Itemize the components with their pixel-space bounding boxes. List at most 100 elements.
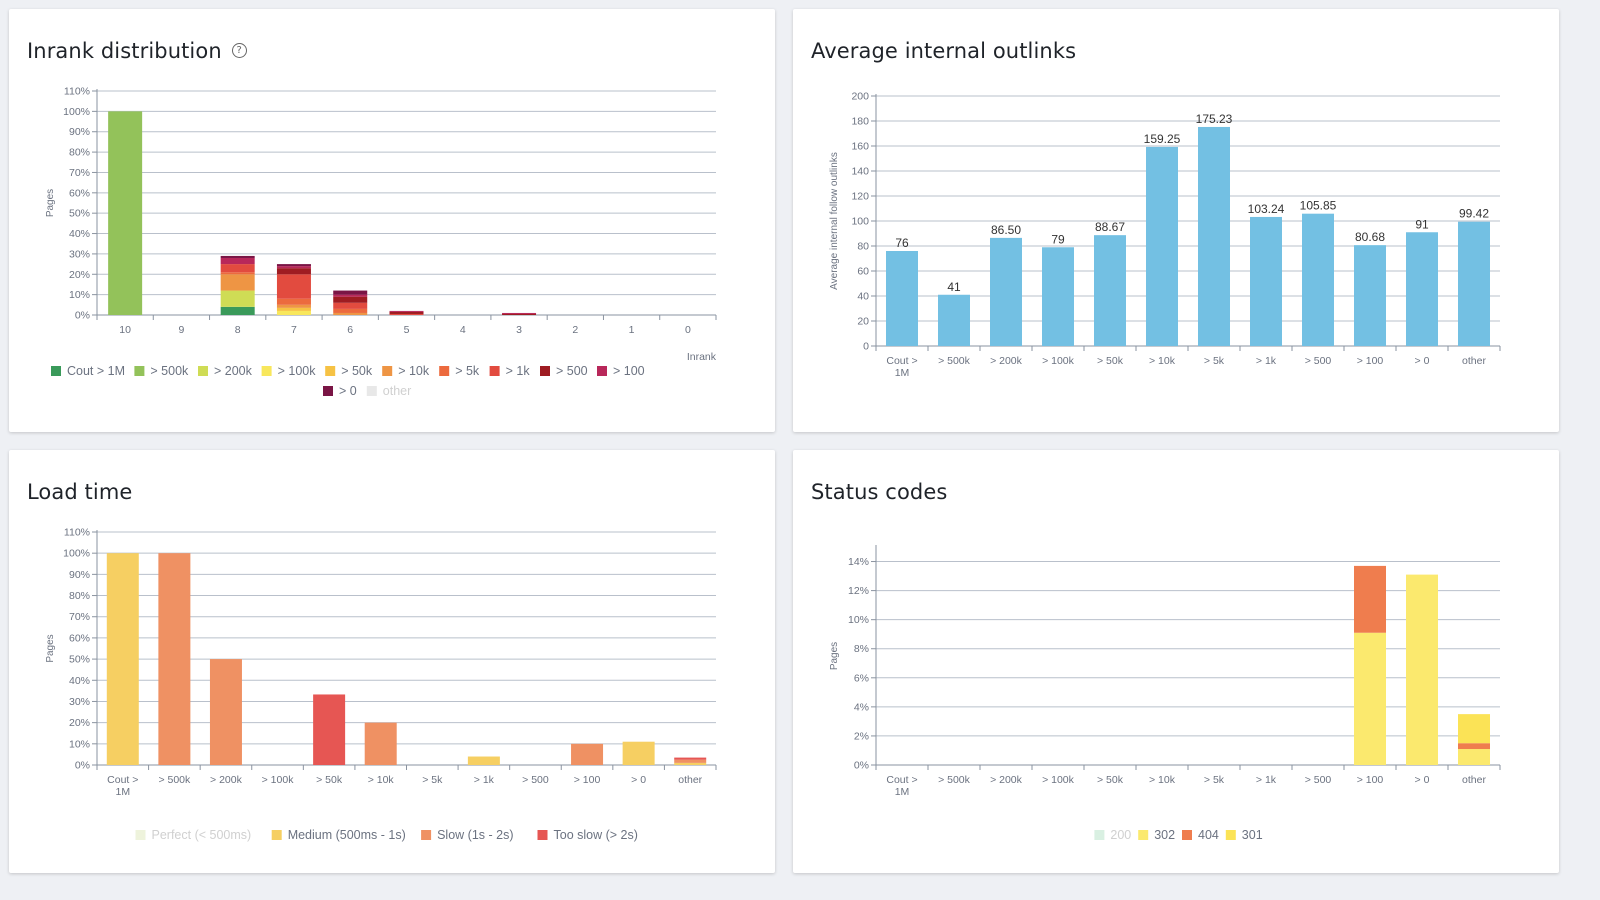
x-tick-label: 5 xyxy=(404,324,410,336)
legend-swatch xyxy=(382,366,393,376)
legend-label: > 500 xyxy=(556,364,588,378)
x-tick-label: > 0 xyxy=(1415,774,1430,786)
legend-label: > 0 xyxy=(339,384,357,398)
y-tick-label: 70% xyxy=(69,167,90,179)
y-tick-label: 100% xyxy=(63,106,90,118)
bar xyxy=(674,759,707,763)
bar xyxy=(571,743,604,765)
y-axis-label: Pages xyxy=(829,642,840,670)
data-label: 175.23 xyxy=(1196,112,1233,126)
legend-label: > 100 xyxy=(613,364,645,378)
y-tick-label: 14% xyxy=(848,556,869,568)
y-tick-label: 110% xyxy=(64,86,90,98)
bar xyxy=(502,313,537,315)
x-tick-label: 1 xyxy=(629,324,635,336)
data-label: 80.68 xyxy=(1355,230,1385,244)
legend-label: 302 xyxy=(1154,828,1175,842)
help-circle-icon[interactable]: ? xyxy=(231,42,247,58)
data-label: 41 xyxy=(947,280,961,294)
x-tick-label: 0 xyxy=(685,324,691,336)
bar xyxy=(467,756,500,765)
legend-swatch xyxy=(261,366,272,376)
bar xyxy=(158,553,191,765)
bar xyxy=(333,308,368,313)
y-tick-label: 140 xyxy=(851,166,869,178)
legend-swatch xyxy=(198,366,208,376)
x-tick-label: 1M xyxy=(895,367,910,379)
x-tick-label: > 200k xyxy=(210,774,243,786)
panel-average-internal-outlinks: Average internal outlinks 0 20 40 60 80 100 12… xyxy=(793,9,1559,432)
y-axis-label: Pages xyxy=(45,634,56,662)
bar xyxy=(1198,126,1230,347)
x-tick-label: Cout > xyxy=(886,774,917,786)
y-tick-label: 180 xyxy=(851,116,869,128)
loadtime-chart: 0% 10% 20% 30% 40% 50% 60% 70% 80% 90% 100% 110% Pag… xyxy=(45,527,717,842)
panel-load-time: Load time 0% 10% 20% 30% 40% 50% 60% 70% 80% 90% 1… xyxy=(9,450,775,873)
legend-label: > 100k xyxy=(278,364,317,378)
x-tick-label: 6 xyxy=(347,324,353,336)
y-tick-label: 100% xyxy=(63,548,90,560)
bar xyxy=(1458,749,1490,765)
x-tick-label: > 100 xyxy=(1357,774,1384,786)
bar xyxy=(333,312,368,315)
bar xyxy=(1094,235,1126,346)
x-tick-label: > 10k xyxy=(1149,774,1176,786)
y-tick-label: 60% xyxy=(69,187,90,199)
y-tick-label: 0% xyxy=(75,310,90,322)
x-tick-label: > 500 xyxy=(1305,774,1332,786)
bar xyxy=(1458,743,1490,750)
bar xyxy=(313,694,346,765)
bar xyxy=(276,274,311,299)
x-tick-label: 10 xyxy=(119,324,131,336)
x-tick-label: > 1k xyxy=(1256,774,1277,786)
legend-swatch xyxy=(439,366,450,376)
y-tick-label: 0 xyxy=(863,341,869,353)
y-tick-label: 80% xyxy=(69,147,90,159)
panel-title: Average internal outlinks xyxy=(811,39,1077,63)
x-tick-label: > 100k xyxy=(1042,774,1075,786)
legend-swatch xyxy=(540,366,550,376)
bar xyxy=(276,307,311,311)
bar xyxy=(276,304,311,308)
bar xyxy=(1406,574,1438,765)
legend-swatch xyxy=(134,366,145,376)
bar xyxy=(220,255,255,258)
y-tick-label: 110% xyxy=(64,527,90,539)
x-tick-label: Cout > xyxy=(886,355,917,367)
y-tick-label: 20% xyxy=(69,269,90,281)
data-label: 91 xyxy=(1415,217,1429,231)
x-tick-label: > 100k xyxy=(262,774,295,786)
legend-swatch xyxy=(597,366,607,376)
bar xyxy=(1354,565,1386,633)
y-tick-label: 30% xyxy=(69,696,90,708)
x-tick-label: > 500k xyxy=(158,774,191,786)
status-chart: 0% 2% 4% 6% 8% 10% 12% 14% Pages Cout >1M > 500k > … xyxy=(829,545,1501,842)
legend-swatch xyxy=(1225,830,1236,840)
x-tick-label: > 10k xyxy=(368,774,395,786)
bar xyxy=(886,251,918,346)
bar xyxy=(1250,216,1282,346)
x-tick-label: > 100 xyxy=(574,774,601,786)
bar xyxy=(276,298,311,305)
bar xyxy=(502,312,537,314)
y-tick-label: 50% xyxy=(69,654,90,666)
data-label: 76 xyxy=(895,236,909,250)
bar xyxy=(220,306,255,315)
y-tick-label: 90% xyxy=(69,569,90,581)
x-tick-label: > 200k xyxy=(990,774,1023,786)
bar xyxy=(333,296,368,303)
bar xyxy=(1354,245,1386,346)
legend-label: Medium (500ms - 1s) xyxy=(288,828,406,842)
legend-label: Too slow (> 2s) xyxy=(554,828,638,842)
legend-swatch xyxy=(1182,830,1192,840)
panel-title: Load time xyxy=(27,480,133,504)
y-tick-label: 10% xyxy=(69,738,90,750)
x-tick-label: > 50k xyxy=(1097,774,1124,786)
panel-title: Status codes xyxy=(811,480,948,504)
x-tick-label: 8 xyxy=(235,324,241,336)
legend-label: other xyxy=(383,384,412,398)
bar xyxy=(220,264,255,273)
bar xyxy=(389,313,424,315)
y-tick-label: 20% xyxy=(69,717,90,729)
x-tick-label: > 500 xyxy=(522,774,549,786)
